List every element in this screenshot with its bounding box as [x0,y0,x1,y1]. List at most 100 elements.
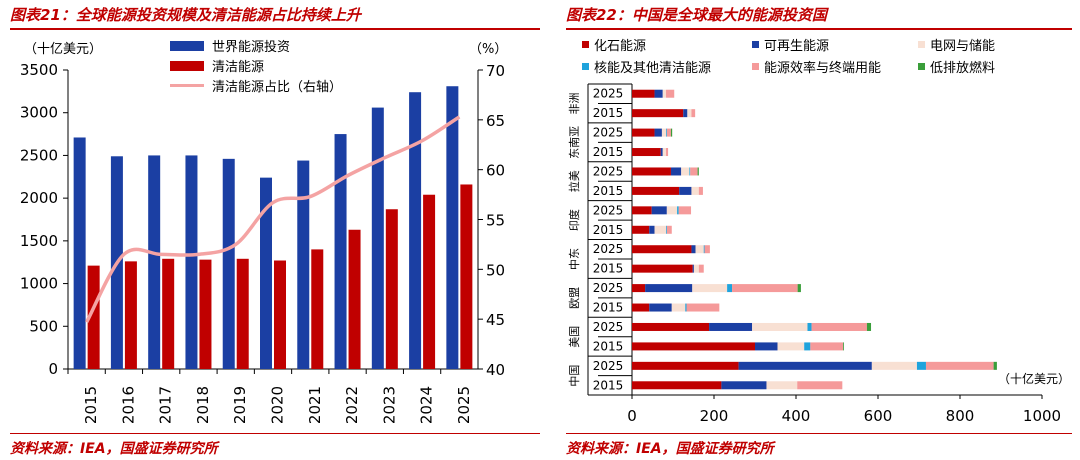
legend-clean-energy: 清洁能源 [170,56,264,75]
bar-world-investment [185,155,198,369]
bar-segment [662,89,667,98]
bar-segment [797,381,843,390]
x-tick-label: 200 [700,407,729,425]
bar-segment [645,284,693,293]
bar-segment [691,245,696,254]
x-tick-label: 2016 [119,386,137,424]
right-unit-label: （十亿美元） [998,372,1071,386]
legend-low-emission: 低排放燃料 [918,57,995,76]
year-label: 2015 [593,106,624,120]
year-label: 2025 [593,359,624,373]
year-label: 2015 [593,378,624,392]
x-tick-label: 0 [627,407,637,425]
bar-segment [666,148,669,157]
bar-segment [697,167,699,176]
bar-world-investment [371,107,384,370]
bar-segment [755,342,778,351]
x-tick-label: 2021 [306,386,324,424]
x-tick-label: 2018 [194,386,212,424]
bar-segment [666,128,671,137]
bar-segment [797,284,801,293]
bar-world-investment [260,177,272,369]
bar-clean-energy [385,209,398,369]
bar-segment [692,264,694,273]
bar-segment [632,303,650,312]
legend-efficiency: 能源效率与终端用能 [752,57,881,76]
bar-clean-energy [124,261,137,369]
x-tick-label: 2015 [82,386,100,424]
bar-segment [632,381,722,390]
bar-clean-energy [311,249,324,369]
bar-clean-energy [236,258,249,369]
bar-clean-energy [199,259,212,369]
x-tick-label: 2022 [343,386,361,424]
bar-segment [662,148,667,157]
bar-segment [666,225,667,234]
bar-world-investment [409,92,422,369]
bar-segment [807,322,812,331]
bar-segment [632,361,739,370]
bar-segment [686,303,720,312]
legend-swatch-low-emission [918,63,925,70]
year-label: 2015 [593,339,624,353]
legend-label-clean: 清洁能源 [212,60,265,75]
legend-label-efficiency: 能源效率与终端用能 [764,61,882,76]
bar-segment [671,303,686,312]
bar-clean-energy [87,265,100,369]
bar-segment [693,264,699,273]
bar-segment [678,206,692,215]
bar-segment [632,264,693,273]
legend-swatch-fossil [582,41,589,48]
bar-world-investment [222,158,235,369]
bar-segment [666,206,678,215]
bar-segment [654,128,662,137]
year-label: 2025 [593,281,624,295]
year-label: 2025 [593,320,624,334]
year-label: 2025 [593,203,624,217]
bar-segment [632,167,671,176]
bar-segment [732,284,798,293]
bar-segment [810,342,844,351]
right-axis-unit-label: （%） [469,42,508,57]
bar-segment [683,109,688,118]
y-tick-label: 3500 [20,61,58,79]
bar-segment [993,361,997,370]
legend-clean-share: 清洁能源占比（右轴） [170,76,342,95]
bar-clean-energy [460,184,473,369]
bar-segment [925,361,994,370]
bar-segment [687,109,692,118]
bar-segment [709,322,753,331]
bar-segment [666,225,672,234]
left-source-rule [10,433,540,434]
bar-world-investment [446,86,459,369]
bar-segment [916,361,926,370]
bar-segment [654,89,663,98]
bar-segment [632,89,655,98]
y-tick-label: 0 [48,360,58,378]
region-label: 欧盟 [568,287,581,309]
region-label: 非洲 [568,92,581,114]
region-label: 美国 [568,326,581,348]
year-label: 2015 [593,262,624,276]
x-tick-label: 2023 [380,386,398,424]
bar-world-investment [73,137,86,369]
bar-segment [698,264,704,273]
year-label: 2025 [593,164,624,178]
bar-segment [866,322,872,331]
y2-tick-label: 70 [486,62,505,80]
line-clean-share [85,115,461,323]
bar-segment [685,303,687,312]
bar-segment [689,167,691,176]
legend-label-world: 世界能源投资 [212,40,291,55]
year-label: 2015 [593,184,624,198]
legend-swatch-clean [170,60,204,71]
bar-segment [692,284,728,293]
y-tick-label: 1000 [20,275,58,293]
bar-segment [721,381,767,390]
bar-segment [632,342,755,351]
bar-segment [632,284,646,293]
right-chart-title: 图表22：中国是全球最大的能源投资国 [566,6,827,24]
bar-segment [752,322,808,331]
bar-segment [811,322,867,331]
y-tick-label: 500 [29,317,58,335]
